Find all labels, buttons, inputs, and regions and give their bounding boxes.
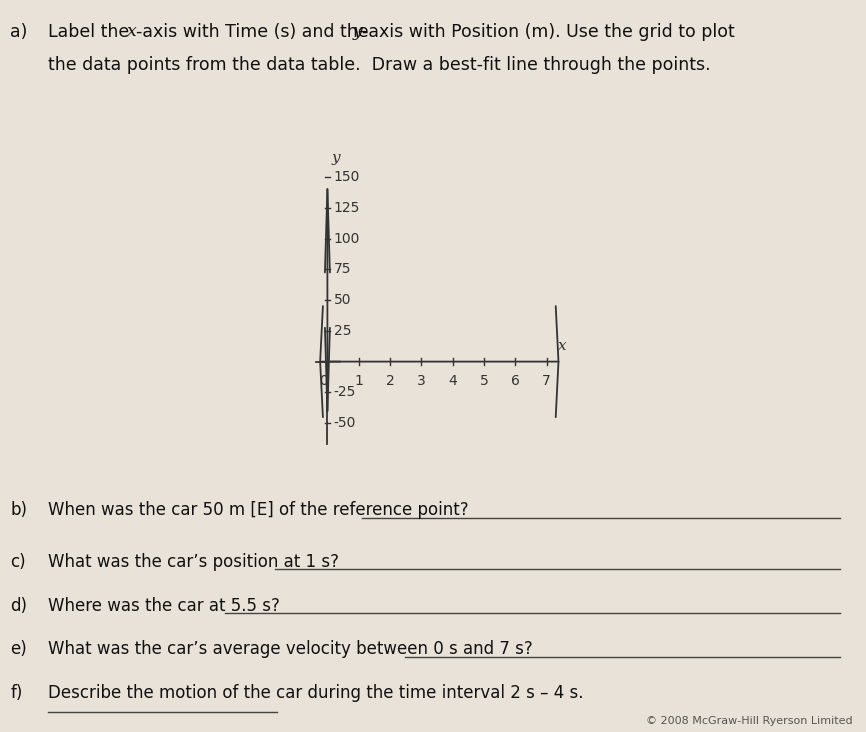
Text: What was the car’s position at 1 s?: What was the car’s position at 1 s?	[48, 553, 339, 571]
Text: 1: 1	[354, 374, 363, 388]
Text: 75: 75	[333, 262, 352, 277]
Text: e): e)	[10, 640, 27, 659]
Text: x: x	[127, 23, 137, 40]
Text: -25: -25	[333, 385, 356, 400]
Text: Describe the motion of the car during the time interval 2 s – 4 s.: Describe the motion of the car during th…	[48, 684, 583, 703]
Text: When was the car 50 m [E] of the reference point?: When was the car 50 m [E] of the referen…	[48, 501, 469, 520]
Text: a): a)	[10, 23, 28, 42]
Text: 50: 50	[333, 293, 352, 307]
Text: f): f)	[10, 684, 23, 703]
Text: -50: -50	[333, 416, 356, 430]
Text: y: y	[331, 152, 339, 165]
Text: y: y	[352, 23, 362, 40]
Text: 5: 5	[480, 374, 488, 388]
Text: 3: 3	[417, 374, 426, 388]
Text: Label the: Label the	[48, 23, 134, 42]
Text: 6: 6	[511, 374, 520, 388]
Text: -axis with Position (m). Use the grid to plot: -axis with Position (m). Use the grid to…	[362, 23, 734, 42]
Text: 125: 125	[333, 201, 360, 215]
Text: x: x	[559, 339, 567, 353]
Text: 4: 4	[449, 374, 457, 388]
Text: 100: 100	[333, 231, 360, 246]
Text: 25: 25	[333, 324, 352, 338]
Text: Where was the car at 5.5 s?: Where was the car at 5.5 s?	[48, 597, 280, 615]
Text: 7: 7	[542, 374, 551, 388]
Text: © 2008 McGraw-Hill Ryerson Limited: © 2008 McGraw-Hill Ryerson Limited	[646, 716, 853, 726]
Text: 2: 2	[385, 374, 394, 388]
Text: -axis with Time (s) and the: -axis with Time (s) and the	[136, 23, 374, 42]
Text: What was the car’s average velocity between 0 s and 7 s?: What was the car’s average velocity betw…	[48, 640, 533, 659]
Text: d): d)	[10, 597, 28, 615]
Text: 150: 150	[333, 170, 360, 184]
Text: 0: 0	[320, 374, 328, 388]
Text: c): c)	[10, 553, 26, 571]
Text: the data points from the data table.  Draw a best-fit line through the points.: the data points from the data table. Dra…	[48, 56, 710, 75]
Text: b): b)	[10, 501, 28, 520]
